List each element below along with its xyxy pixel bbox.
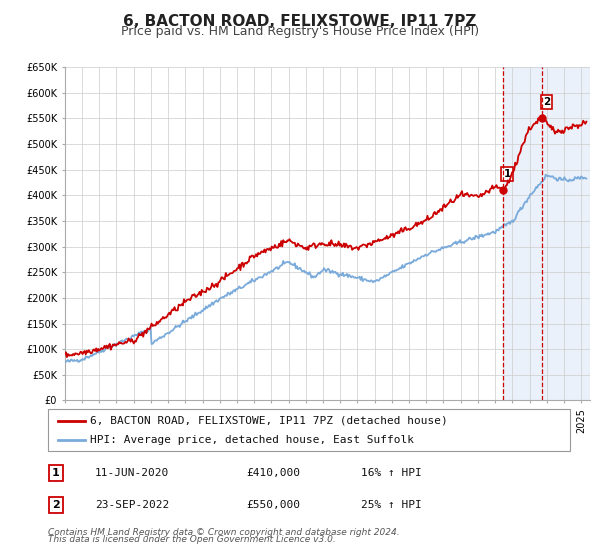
Text: Contains HM Land Registry data © Crown copyright and database right 2024.: Contains HM Land Registry data © Crown c… xyxy=(48,528,400,536)
Text: 16% ↑ HPI: 16% ↑ HPI xyxy=(361,468,422,478)
Text: 6, BACTON ROAD, FELIXSTOWE, IP11 7PZ: 6, BACTON ROAD, FELIXSTOWE, IP11 7PZ xyxy=(124,14,476,29)
Bar xyxy=(503,67,590,400)
Text: 1: 1 xyxy=(503,169,511,179)
FancyBboxPatch shape xyxy=(48,409,570,451)
Text: Price paid vs. HM Land Registry's House Price Index (HPI): Price paid vs. HM Land Registry's House … xyxy=(121,25,479,38)
Text: 2: 2 xyxy=(543,97,550,107)
Text: 11-JUN-2020: 11-JUN-2020 xyxy=(95,468,169,478)
Text: This data is licensed under the Open Government Licence v3.0.: This data is licensed under the Open Gov… xyxy=(48,535,336,544)
Text: HPI: Average price, detached house, East Suffolk: HPI: Average price, detached house, East… xyxy=(90,435,414,445)
Text: £410,000: £410,000 xyxy=(247,468,301,478)
Text: 6, BACTON ROAD, FELIXSTOWE, IP11 7PZ (detached house): 6, BACTON ROAD, FELIXSTOWE, IP11 7PZ (de… xyxy=(90,416,448,426)
Text: 1: 1 xyxy=(52,468,60,478)
Text: £550,000: £550,000 xyxy=(247,500,301,510)
Text: 2: 2 xyxy=(52,500,60,510)
Text: 23-SEP-2022: 23-SEP-2022 xyxy=(95,500,169,510)
Text: 25% ↑ HPI: 25% ↑ HPI xyxy=(361,500,422,510)
